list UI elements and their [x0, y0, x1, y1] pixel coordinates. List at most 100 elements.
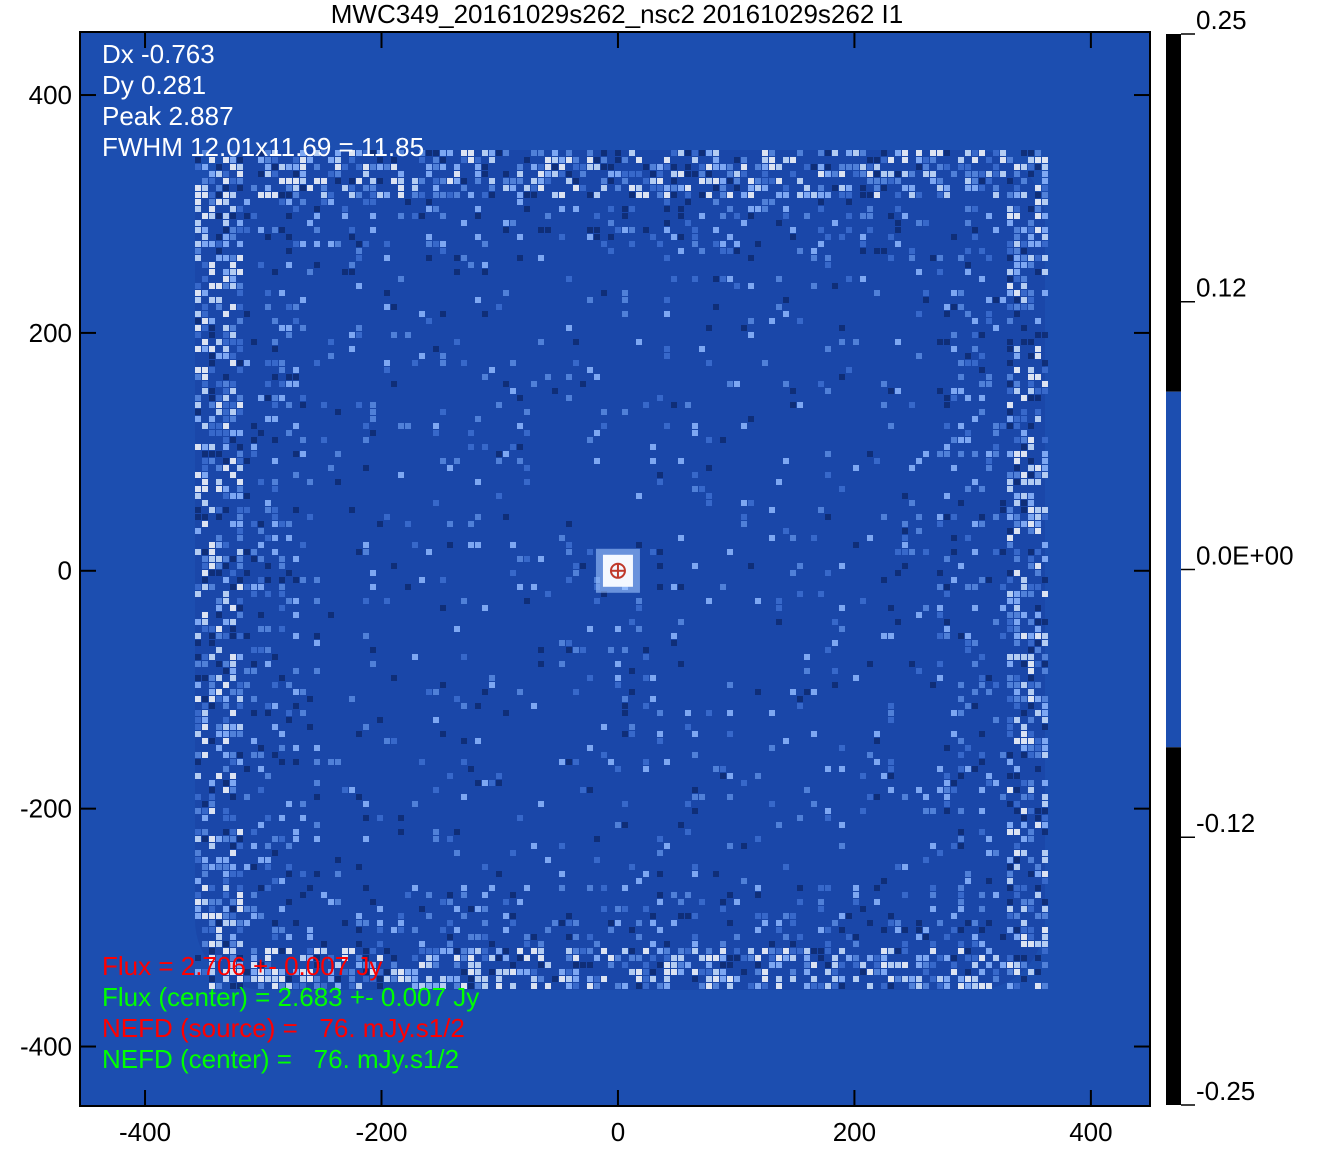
speckle — [804, 654, 810, 660]
speckle — [965, 311, 971, 317]
speckle — [755, 689, 761, 695]
speckle — [867, 535, 873, 541]
speckle — [258, 857, 264, 863]
speckle — [209, 542, 215, 548]
speckle — [230, 633, 236, 639]
speckle — [503, 227, 509, 233]
speckle — [741, 955, 747, 961]
speckle — [832, 283, 838, 289]
speckle — [237, 843, 243, 849]
speckle — [195, 696, 201, 702]
speckle — [482, 934, 488, 940]
speckle — [839, 563, 845, 569]
speckle — [972, 640, 978, 646]
speckle — [720, 584, 726, 590]
speckle — [790, 913, 796, 919]
speckle — [447, 150, 453, 156]
speckle — [265, 857, 271, 863]
speckle — [475, 416, 481, 422]
speckle — [230, 794, 236, 800]
speckle — [461, 948, 467, 954]
speckle — [279, 675, 285, 681]
speckle — [216, 570, 222, 576]
speckle — [1028, 262, 1034, 268]
speckle — [1007, 598, 1013, 604]
speckle — [587, 675, 593, 681]
speckle — [314, 178, 320, 184]
speckle — [804, 668, 810, 674]
speckle — [1028, 241, 1034, 247]
speckle — [202, 857, 208, 863]
speckle — [755, 836, 761, 842]
speckle — [671, 640, 677, 646]
speckle — [489, 969, 495, 975]
speckle — [279, 199, 285, 205]
speckle — [678, 535, 684, 541]
speckle — [1042, 465, 1048, 471]
speckle — [594, 598, 600, 604]
speckle — [216, 451, 222, 457]
speckle — [811, 164, 817, 170]
speckle — [279, 381, 285, 387]
speckle — [1014, 773, 1020, 779]
speckle — [902, 948, 908, 954]
speckle — [720, 941, 726, 947]
speckle — [923, 164, 929, 170]
speckle — [237, 458, 243, 464]
speckle — [832, 171, 838, 177]
speckle — [307, 185, 313, 191]
speckle — [993, 227, 999, 233]
speckle — [825, 255, 831, 261]
speckle — [531, 584, 537, 590]
speckle — [741, 157, 747, 163]
speckle — [440, 577, 446, 583]
speckle — [545, 962, 551, 968]
speckle — [1042, 290, 1048, 296]
speckle — [475, 206, 481, 212]
speckle — [692, 948, 698, 954]
speckle — [279, 731, 285, 737]
speckle — [244, 920, 250, 926]
speckle — [265, 507, 271, 513]
speckle — [559, 157, 565, 163]
speckle — [1035, 766, 1041, 772]
speckle — [1007, 248, 1013, 254]
speckle — [671, 962, 677, 968]
speckle — [202, 717, 208, 723]
speckle — [272, 346, 278, 352]
speckle — [279, 577, 285, 583]
speckle — [699, 969, 705, 975]
speckle — [594, 164, 600, 170]
speckle — [1007, 206, 1013, 212]
speckle — [209, 444, 215, 450]
speckle — [566, 178, 572, 184]
speckle — [251, 185, 257, 191]
speckle — [979, 682, 985, 688]
speckle — [958, 892, 964, 898]
speckle — [195, 661, 201, 667]
speckle — [419, 178, 425, 184]
speckle — [195, 157, 201, 163]
speckle — [965, 640, 971, 646]
speckle — [622, 213, 628, 219]
speckle — [230, 962, 236, 968]
speckle — [1014, 276, 1020, 282]
speckle — [993, 150, 999, 156]
speckle — [895, 927, 901, 933]
speckle — [937, 451, 943, 457]
speckle — [216, 535, 222, 541]
speckle — [1007, 899, 1013, 905]
speckle — [818, 227, 824, 233]
speckle — [223, 913, 229, 919]
speckle — [1014, 913, 1020, 919]
speckle — [251, 213, 257, 219]
speckle — [601, 976, 607, 982]
speckle — [202, 836, 208, 842]
speckle — [230, 416, 236, 422]
speckle — [230, 381, 236, 387]
speckle — [314, 150, 320, 156]
speckle — [972, 171, 978, 177]
speckle — [986, 157, 992, 163]
speckle — [566, 542, 572, 548]
speckle — [860, 192, 866, 198]
